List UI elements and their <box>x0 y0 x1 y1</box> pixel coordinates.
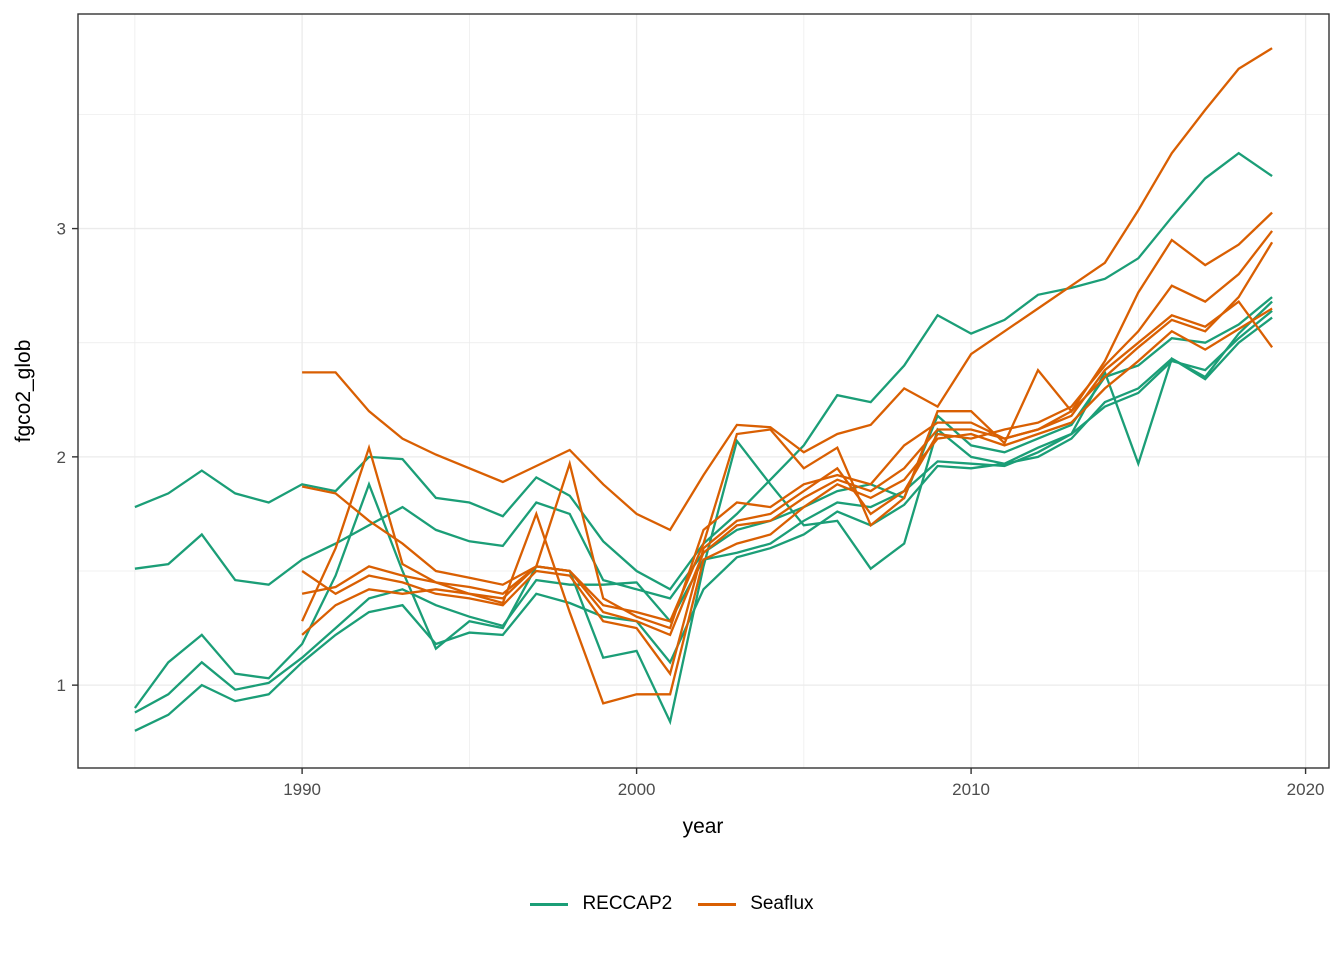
series-line-seaflux-5 <box>301 230 1274 677</box>
series-line-reccap2-5 <box>134 316 1273 732</box>
x-tick-label: 2010 <box>952 780 990 799</box>
y-tick-label: 3 <box>57 220 66 239</box>
series-line-seaflux-1 <box>302 47 1273 532</box>
axis-tick-labels: 1990 2000 2010 2020 1 2 3 <box>57 220 1325 799</box>
x-tick-label: 2000 <box>618 780 656 799</box>
x-axis-title: year <box>683 815 724 838</box>
line-chart: 1990 2000 2010 2020 1 2 3 year fgco2_glob <box>12 13 1330 838</box>
legend-item-seaflux: Seaflux <box>698 893 814 915</box>
series-line-seaflux-2 <box>301 211 1273 623</box>
legend-item-reccap2: RECCAP2 <box>530 893 672 915</box>
panel-border <box>77 13 1330 769</box>
grid-major-lines <box>78 14 1329 768</box>
y-axis-title: fgco2_glob <box>12 340 35 443</box>
legend-label-reccap2: RECCAP2 <box>582 893 673 914</box>
seaflux-line-swatch <box>698 902 737 906</box>
x-tick-label: 1990 <box>283 780 321 799</box>
reccap2-line-swatch <box>530 902 569 906</box>
axis-ticks <box>72 227 1307 774</box>
series-line-seaflux-6 <box>301 241 1274 637</box>
y-tick-label: 1 <box>57 676 66 695</box>
legend-label-seaflux: Seaflux <box>750 893 814 914</box>
series-line-seaflux-3 <box>301 299 1274 630</box>
x-tick-label: 2020 <box>1287 780 1325 799</box>
legend: RECCAP2 Seaflux <box>0 893 1344 915</box>
y-tick-label: 2 <box>57 448 66 467</box>
series-line-reccap2-3 <box>133 300 1273 726</box>
series-lines <box>133 47 1274 732</box>
